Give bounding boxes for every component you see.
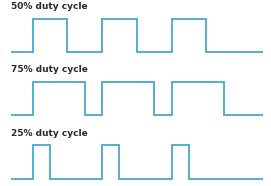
Text: 50% duty cycle: 50% duty cycle	[11, 2, 88, 11]
Text: 75% duty cycle: 75% duty cycle	[11, 65, 88, 74]
Text: 25% duty cycle: 25% duty cycle	[11, 129, 88, 138]
